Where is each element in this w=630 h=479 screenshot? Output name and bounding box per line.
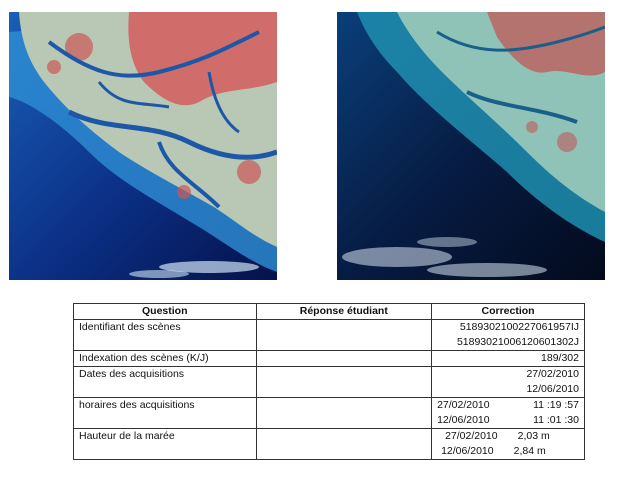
scene-id-2: 5189302100612060130​2J (456, 336, 579, 348)
acquisition-date-1: 27/02/2010 (526, 368, 579, 380)
tide-date: 12/06/2010 (441, 445, 494, 457)
correction-cell: 27/02/2010 11 :19 :57 12/06/2010 11 :01 … (431, 397, 585, 429)
student-answer-cell[interactable] (255, 397, 433, 429)
header-question: Question (73, 303, 257, 320)
table-row: Identifiant des scènes 51893021002270619… (73, 319, 585, 351)
correction-cell: 27/02/2010 2,03 m 12/06/2010 2,84 m (431, 428, 585, 460)
time-value: 11 :01 :30 (533, 414, 579, 426)
tide-date: 27/02/2010 (445, 430, 498, 442)
question-cell: Indexation des scènes (K/J) (73, 350, 257, 367)
question-cell: Dates des acquisitions (73, 366, 257, 398)
time-entry: 27/02/2010 11 :19 :57 (437, 398, 579, 413)
tide-height: 2,84 m (513, 445, 546, 457)
student-answer-cell[interactable] (255, 366, 433, 398)
time-value: 11 :19 :57 (533, 399, 579, 411)
scene-id-1: 5189302100227061957IJ (459, 321, 579, 333)
correction-cell: 27/02/2010 12/06/2010 (431, 366, 585, 398)
acquisition-table: Question Réponse étudiant Correction Ide… (73, 303, 585, 460)
student-answer-cell[interactable] (255, 319, 433, 351)
table-row: Hauteur de la marée 27/02/2010 2,03 m 12… (73, 428, 585, 460)
table-row: horaires des acquisitions 27/02/2010 11 … (73, 397, 585, 429)
satellite-image-scene-2 (337, 12, 605, 280)
tide-height: 2,03 m (517, 430, 550, 442)
acquisition-date-2: 12/06/2010 (526, 383, 579, 395)
time-date: 27/02/2010 (437, 399, 490, 411)
tide-entry: 27/02/2010 2,03 m (437, 429, 579, 444)
student-answer-cell[interactable] (255, 350, 433, 367)
satellite-image-left (9, 12, 277, 280)
question-cell: Hauteur de la marée (73, 428, 257, 460)
tide-entry: 12/06/2010 2,84 m (437, 444, 579, 459)
satellite-image-right (337, 12, 605, 280)
header-student-answer: Réponse étudiant (255, 303, 433, 320)
time-date: 12/06/2010 (437, 414, 490, 426)
correction-cell: 5189302100227061957IJ 518930210061206013… (431, 319, 585, 351)
correction-cell: 189/302 (431, 350, 585, 367)
table-header-row: Question Réponse étudiant Correction (73, 303, 585, 320)
time-entry: 12/06/2010 11 :01 :30 (437, 413, 579, 428)
table-row: Indexation des scènes (K/J) 189/302 (73, 350, 585, 367)
satellite-image-scene-1 (9, 12, 277, 280)
table-row: Dates des acquisitions 27/02/2010 12/06/… (73, 366, 585, 398)
student-answer-cell[interactable] (255, 428, 433, 460)
question-cell: horaires des acquisitions (73, 397, 257, 429)
question-cell: Identifiant des scènes (73, 319, 257, 351)
header-correction: Correction (431, 303, 585, 320)
